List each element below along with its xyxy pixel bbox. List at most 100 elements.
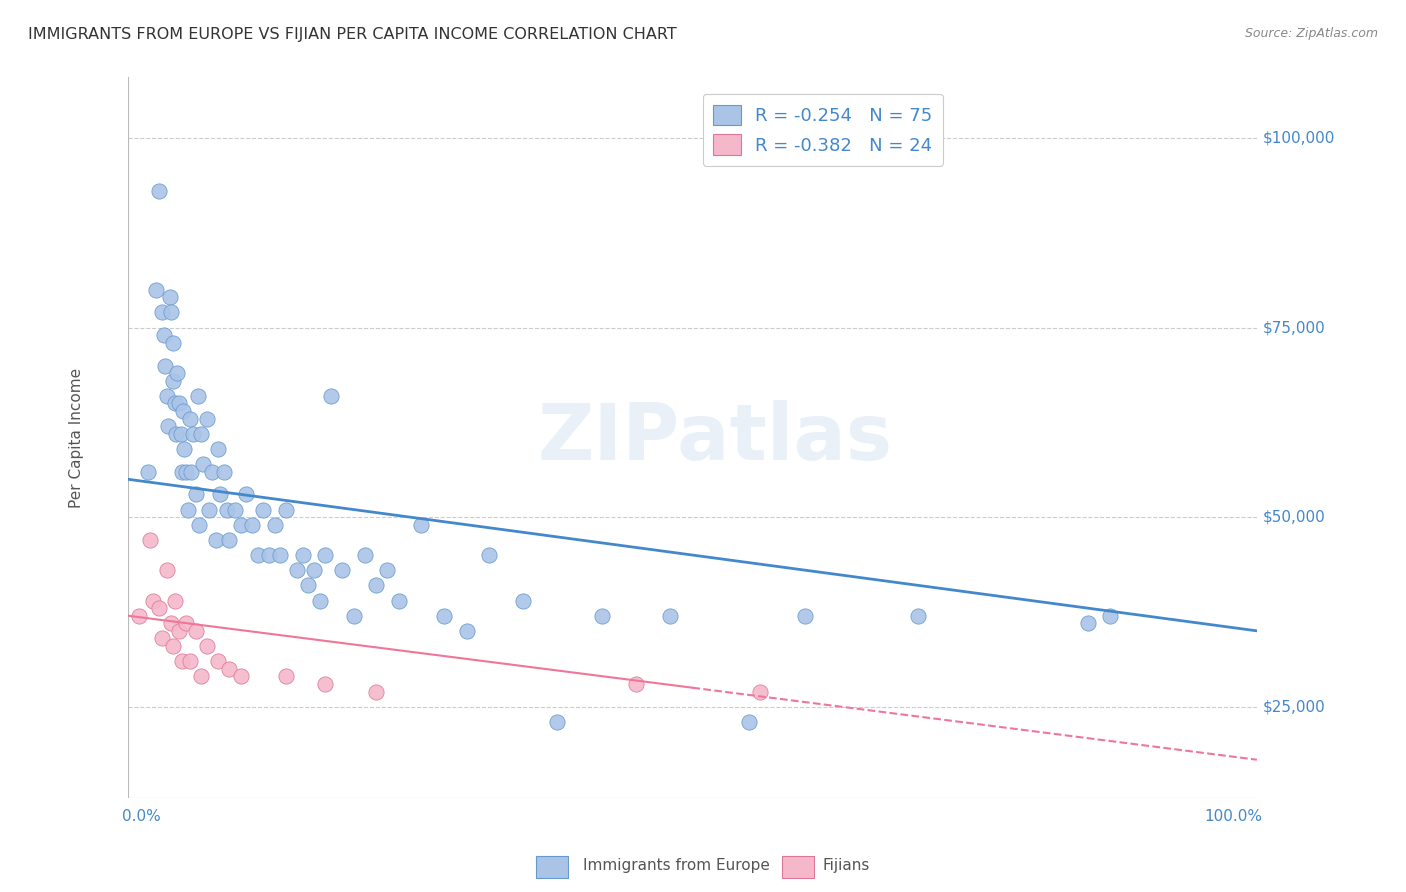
Point bbox=[193, 457, 215, 471]
Point bbox=[749, 684, 772, 698]
Point bbox=[172, 404, 194, 418]
Point bbox=[150, 632, 173, 646]
Point bbox=[159, 305, 181, 319]
Point bbox=[342, 608, 364, 623]
Point bbox=[285, 563, 308, 577]
Point bbox=[291, 548, 314, 562]
Point bbox=[201, 465, 224, 479]
Point bbox=[377, 563, 399, 577]
Point bbox=[229, 517, 252, 532]
Point bbox=[157, 419, 180, 434]
Point bbox=[181, 426, 204, 441]
Point bbox=[187, 517, 209, 532]
Point bbox=[180, 465, 202, 479]
Point bbox=[184, 487, 207, 501]
Point bbox=[366, 684, 388, 698]
Point bbox=[263, 517, 285, 532]
Point bbox=[170, 654, 193, 668]
Bar bbox=[536, 855, 568, 879]
Point bbox=[274, 502, 297, 516]
Point bbox=[165, 426, 187, 441]
Point bbox=[217, 502, 239, 516]
Point bbox=[907, 608, 929, 623]
Point bbox=[170, 426, 193, 441]
Point bbox=[156, 563, 179, 577]
Point bbox=[269, 548, 291, 562]
Point bbox=[411, 517, 433, 532]
Point bbox=[319, 389, 342, 403]
Point bbox=[246, 548, 269, 562]
Point bbox=[624, 677, 647, 691]
Point bbox=[195, 411, 218, 425]
Point bbox=[166, 366, 188, 380]
Point bbox=[170, 465, 193, 479]
Point bbox=[162, 639, 184, 653]
Text: ZIPatlas: ZIPatlas bbox=[537, 400, 893, 475]
Point bbox=[1099, 608, 1122, 623]
Point bbox=[128, 608, 150, 623]
Point bbox=[153, 359, 176, 373]
Point bbox=[153, 328, 176, 343]
Point bbox=[159, 290, 181, 304]
Point bbox=[738, 714, 761, 729]
Text: $100,000: $100,000 bbox=[1263, 130, 1334, 145]
Text: 0.0%: 0.0% bbox=[122, 809, 160, 824]
Point bbox=[173, 442, 195, 456]
Point bbox=[512, 593, 534, 607]
Point bbox=[252, 502, 274, 516]
Point bbox=[218, 533, 240, 547]
Text: Per Capita Income: Per Capita Income bbox=[69, 368, 84, 508]
Point bbox=[165, 593, 187, 607]
Point bbox=[209, 487, 232, 501]
Point bbox=[433, 608, 456, 623]
Point bbox=[546, 714, 568, 729]
Bar bbox=[782, 855, 814, 879]
Point bbox=[212, 465, 235, 479]
Point bbox=[159, 616, 181, 631]
Point bbox=[207, 654, 229, 668]
Point bbox=[184, 624, 207, 638]
Point bbox=[274, 669, 297, 683]
Text: Source: ZipAtlas.com: Source: ZipAtlas.com bbox=[1244, 27, 1378, 40]
Point bbox=[794, 608, 817, 623]
Point bbox=[1077, 616, 1099, 631]
Text: $50,000: $50,000 bbox=[1263, 509, 1326, 524]
Point bbox=[176, 465, 198, 479]
Point bbox=[314, 548, 336, 562]
Text: 100.0%: 100.0% bbox=[1205, 809, 1263, 824]
Text: Immigrants from Europe: Immigrants from Europe bbox=[583, 858, 770, 872]
Point bbox=[148, 601, 170, 615]
Point bbox=[167, 396, 190, 410]
Point bbox=[190, 426, 212, 441]
Point bbox=[235, 487, 257, 501]
Point bbox=[388, 593, 411, 607]
Point bbox=[142, 593, 165, 607]
Point bbox=[205, 533, 228, 547]
Point bbox=[162, 374, 184, 388]
Point bbox=[456, 624, 478, 638]
Point bbox=[591, 608, 613, 623]
Point bbox=[478, 548, 501, 562]
Point bbox=[297, 578, 319, 592]
Point bbox=[195, 639, 218, 653]
Point bbox=[224, 502, 246, 516]
Point bbox=[145, 283, 167, 297]
Legend: R = -0.254   N = 75, R = -0.382   N = 24: R = -0.254 N = 75, R = -0.382 N = 24 bbox=[703, 94, 943, 166]
Point bbox=[150, 305, 173, 319]
Point bbox=[148, 184, 170, 198]
Text: IMMIGRANTS FROM EUROPE VS FIJIAN PER CAPITA INCOME CORRELATION CHART: IMMIGRANTS FROM EUROPE VS FIJIAN PER CAP… bbox=[28, 27, 676, 42]
Text: $75,000: $75,000 bbox=[1263, 320, 1326, 335]
Point bbox=[366, 578, 388, 592]
Point bbox=[229, 669, 252, 683]
Point bbox=[330, 563, 353, 577]
Point bbox=[314, 677, 336, 691]
Text: $25,000: $25,000 bbox=[1263, 699, 1326, 714]
Point bbox=[176, 616, 198, 631]
Text: Fijians: Fijians bbox=[823, 858, 870, 872]
Point bbox=[308, 593, 330, 607]
Point bbox=[156, 389, 179, 403]
Point bbox=[139, 533, 162, 547]
Point bbox=[165, 396, 187, 410]
Point bbox=[240, 517, 263, 532]
Point bbox=[257, 548, 280, 562]
